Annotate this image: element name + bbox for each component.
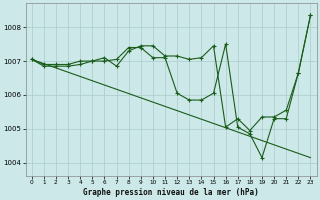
- X-axis label: Graphe pression niveau de la mer (hPa): Graphe pression niveau de la mer (hPa): [83, 188, 259, 197]
